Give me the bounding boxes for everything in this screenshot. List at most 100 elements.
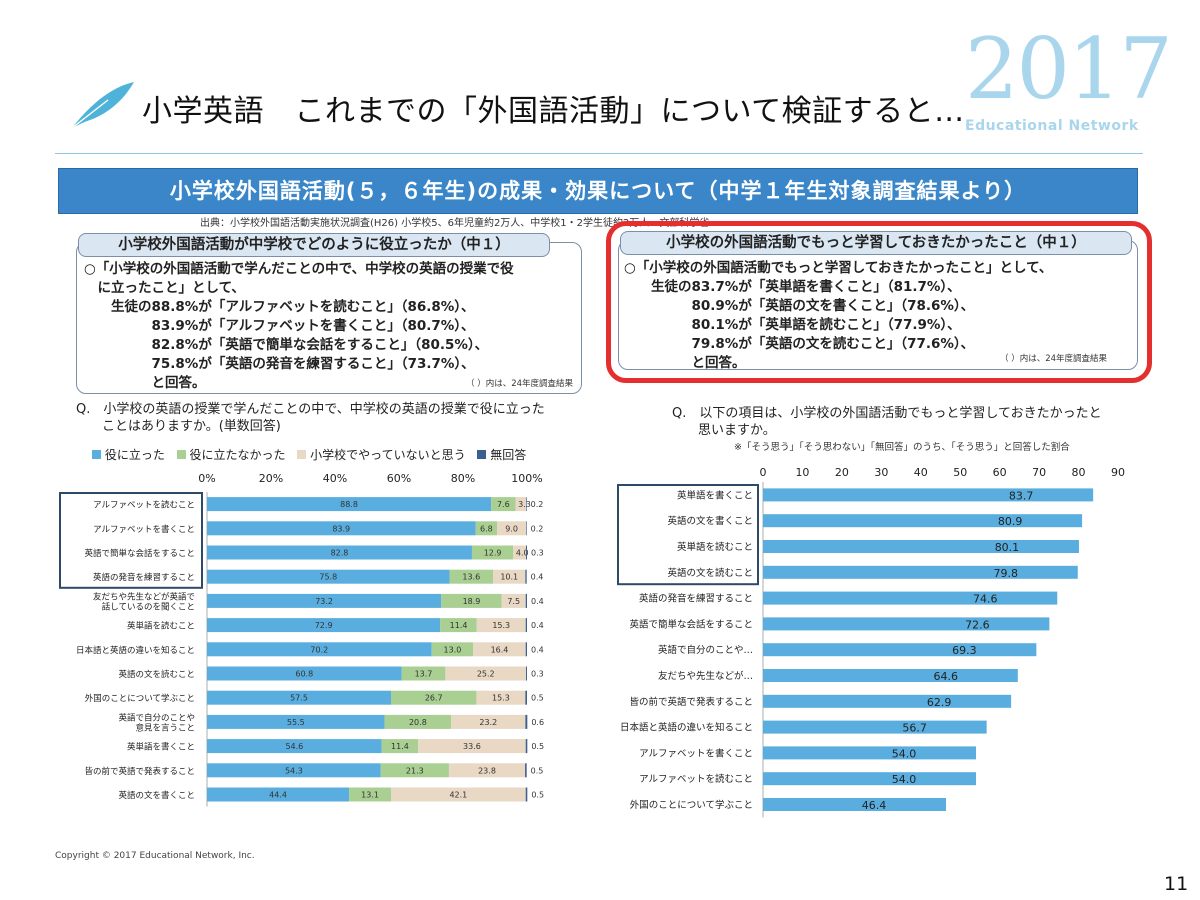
category-label: 英語で自分のことや <box>118 712 195 723</box>
page-title: 小学英語 これまでの「外国語活動」について検証すると… <box>142 94 965 129</box>
bar-value-label: 12.9 <box>484 549 502 558</box>
bar-segment <box>207 690 391 705</box>
bar-segment <box>513 545 527 560</box>
legend-label-4: 無回答 <box>490 448 527 462</box>
bar-segment <box>526 497 527 512</box>
bar-value-label: 72.9 <box>315 621 333 630</box>
bar <box>763 694 1012 708</box>
bar <box>763 565 1078 579</box>
bar-segment <box>207 642 432 657</box>
bar-value-label: 0.5 <box>531 791 544 800</box>
bar-value-label: 74.6 <box>973 593 998 606</box>
brand-logo: Educational Network <box>965 118 1139 134</box>
category-label: 皆の前で英語で発表すること <box>84 766 195 777</box>
bar-segment <box>207 763 381 778</box>
bar-value-label: 0.4 <box>531 645 544 654</box>
bar-segment <box>525 763 527 778</box>
x-tick-label: 50 <box>953 466 967 479</box>
category-label: 英語の発音を練習すること <box>93 572 195 583</box>
bar-segment <box>525 739 528 754</box>
category-label: アルファベットを書くこと <box>639 747 753 759</box>
left-line-7: と回答。 <box>84 375 206 391</box>
bar-value-label: 42.1 <box>449 791 467 800</box>
bar-value-label: 9.0 <box>505 524 518 533</box>
x-tick-label: 0% <box>198 472 215 485</box>
bar-segment <box>207 714 385 729</box>
bar-segment <box>207 787 350 802</box>
bar-value-label: 83.9 <box>332 524 350 533</box>
bar-value-label: 21.3 <box>406 766 424 775</box>
x-tick-label: 40 <box>914 466 928 479</box>
bar-value-label: 0.6 <box>531 718 544 727</box>
category-label: 英語で簡単な会話をすること <box>84 548 195 559</box>
bar-segment <box>515 497 527 512</box>
x-tick-label: 70 <box>1032 466 1046 479</box>
bar-value-label: 70.2 <box>310 645 328 654</box>
left-summary-box <box>76 242 582 394</box>
x-tick-label: 60 <box>993 466 1007 479</box>
year-logo: 2017 <box>965 20 1173 118</box>
bar-value-label: 46.4 <box>862 799 887 812</box>
right-line-4: 80.1%が「英単語を読むこと」（77.9%）、 <box>624 317 961 333</box>
bar-value-label: 62.9 <box>927 696 952 709</box>
bar-value-label: 15.3 <box>492 694 510 703</box>
bar-segment <box>525 690 527 705</box>
right-line-1: ○「小学校の外国語活動でもっと学習しておきたかったこと」として、 <box>624 260 1053 276</box>
bar-segment <box>381 739 419 754</box>
right-summary-box <box>618 240 1138 370</box>
bar-segment <box>207 618 441 633</box>
bar <box>763 488 1094 502</box>
header-divider <box>55 153 1143 154</box>
bar <box>763 772 976 786</box>
x-tick-label: 0 <box>760 466 767 479</box>
highlight-frame <box>606 221 1152 383</box>
bar-segment <box>207 497 492 512</box>
bar-value-label: 0.5 <box>531 742 544 751</box>
bar-segment <box>207 545 472 560</box>
bar-value-label: 4.0 <box>516 549 529 558</box>
bar-value-label: 0.2 <box>531 500 544 509</box>
category-label: 外国のことについて学ぶこと <box>85 693 195 704</box>
left-line-6: 75.8%が「英語の発音を練習すること」（73.7%）、 <box>84 356 475 372</box>
category-label: 皆の前で英語で発表すること <box>629 696 753 708</box>
bar-segment <box>475 521 498 536</box>
bar <box>763 746 976 760</box>
bar-segment <box>493 569 526 584</box>
bar-value-label: 0.3 <box>531 670 544 679</box>
bar-value-label: 80.1 <box>995 541 1020 554</box>
right-question: Q. 以下の項目は、小学校の外国語活動でもっと学習しておきたかったと 思いますか… <box>672 406 1102 438</box>
bar <box>763 617 1050 631</box>
page-number: 11 <box>1164 873 1189 895</box>
x-tick-label: 60% <box>387 472 411 485</box>
category-label: 話しているのを聞くこと <box>102 601 195 612</box>
category-label: 友だちや先生などが英語で <box>93 591 195 602</box>
bar-segment <box>401 666 446 681</box>
bar-value-label: 88.8 <box>340 500 358 509</box>
category-label: 英語で簡単な会話をすること <box>629 618 753 630</box>
right-subnote: ※「そう思う」「そう思わない」「無回答」のうち、「そう思う」と回答した割合 <box>734 442 1070 453</box>
bar-segment <box>491 497 516 512</box>
panel-banner: 小学校外国語活動(５，６年生)の成果・効果について（中学１年生対象調査結果より） <box>58 168 1138 214</box>
left-question: Q. 小学校の英語の授業で学んだことの中で、中学校の英語の授業で役に立った こと… <box>76 402 545 434</box>
bar-value-label: 11.4 <box>391 742 409 751</box>
left-line-5: 82.8%が「英語で簡単な会話をすること」（80.5%）、 <box>84 337 489 353</box>
legend-swatch-navy <box>477 450 487 459</box>
bar-value-label: 0.4 <box>531 621 544 630</box>
bar-value-label: 0.2 <box>531 524 544 533</box>
bar-value-label: 33.6 <box>463 742 481 751</box>
right-line-2: 生徒の83.7%が「英単語を書くこと」（81.7%）、 <box>624 279 961 295</box>
bar-segment <box>449 569 494 584</box>
bar-value-label: 54.6 <box>285 742 303 751</box>
bar-segment <box>207 569 450 584</box>
bar-value-label: 25.2 <box>477 670 495 679</box>
left-stacked-bar-chart: 0% 20% 40% 60% 80% 100% アルファベットを読むこと 88.8 7.6 3.3… <box>59 472 544 807</box>
legend-label-3: 小学校でやっていないと思う <box>310 448 466 462</box>
left-line-3: 生徒の88.8%が「アルファベットを読むこと」（86.8%）、 <box>84 299 475 315</box>
bar <box>763 643 1037 657</box>
bar-segment <box>525 569 527 584</box>
bar-value-label: 54.3 <box>285 766 303 775</box>
bar-segment <box>349 787 391 802</box>
right-line-5: 79.8%が「英語の文を読むこと」（77.6%）、 <box>624 336 975 352</box>
category-label: 英語の文を書くこと <box>667 515 753 527</box>
feather-icon <box>71 82 134 129</box>
